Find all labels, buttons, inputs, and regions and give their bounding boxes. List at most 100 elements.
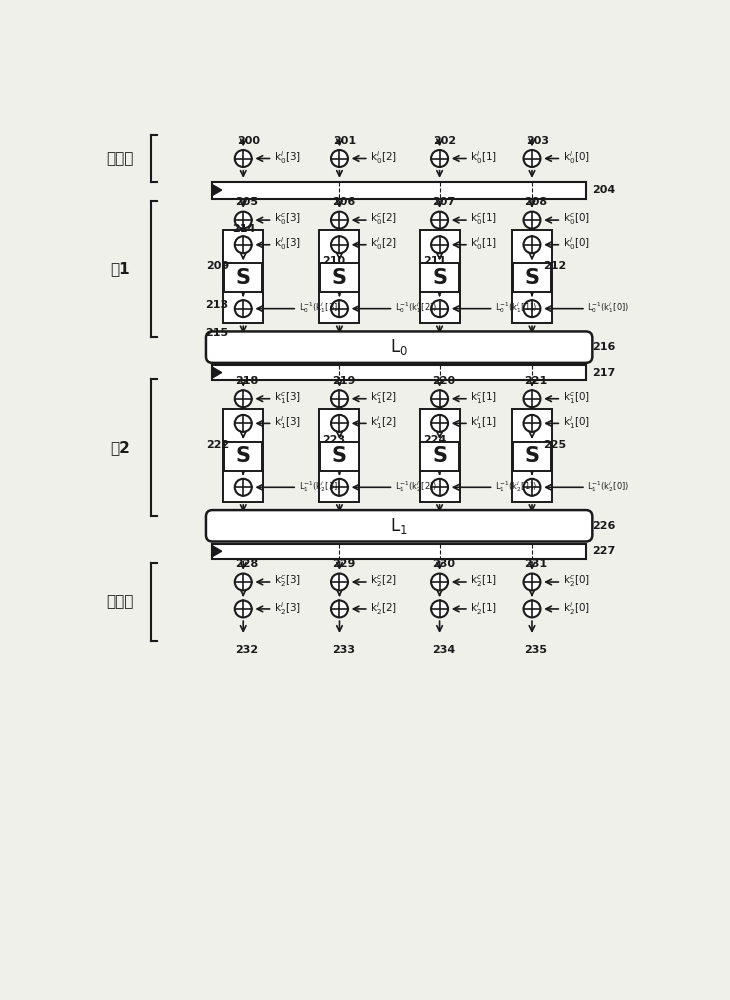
Circle shape — [523, 236, 540, 253]
Bar — [212, 365, 586, 380]
Bar — [512, 230, 552, 323]
Text: k$_1^i$[0]: k$_1^i$[0] — [563, 414, 590, 431]
Text: k$_0^i$[0]: k$_0^i$[0] — [563, 236, 590, 252]
Circle shape — [523, 150, 540, 167]
Circle shape — [523, 212, 540, 229]
Circle shape — [431, 574, 448, 590]
Text: S: S — [236, 268, 250, 288]
Circle shape — [331, 390, 348, 407]
Circle shape — [331, 150, 348, 167]
Bar — [212, 182, 586, 199]
Bar — [420, 442, 459, 471]
Text: k$_1^c$[1]: k$_1^c$[1] — [470, 390, 497, 406]
Text: k$_2^i$[2]: k$_2^i$[2] — [370, 600, 397, 617]
Text: k$_2^c$[3]: k$_2^c$[3] — [274, 574, 301, 589]
Circle shape — [431, 150, 448, 167]
Bar — [512, 263, 551, 292]
Bar — [320, 409, 359, 502]
Text: 输出级: 输出级 — [107, 594, 134, 609]
Text: k$_1^i$[3]: k$_1^i$[3] — [274, 414, 301, 431]
Text: 217: 217 — [592, 368, 615, 378]
Text: k$_2^c$[0]: k$_2^c$[0] — [563, 574, 590, 589]
Text: L$_1$: L$_1$ — [391, 516, 408, 536]
Circle shape — [431, 415, 448, 432]
Circle shape — [523, 390, 540, 407]
Text: 207: 207 — [432, 197, 455, 207]
Text: S: S — [432, 446, 447, 466]
Text: k$_0^i$[3]: k$_0^i$[3] — [274, 149, 301, 166]
Text: k$_0^i$[3]: k$_0^i$[3] — [274, 236, 301, 252]
Text: S: S — [524, 268, 539, 288]
Text: k$_0^i$[1]: k$_0^i$[1] — [470, 236, 497, 252]
Text: k$_0^c$[2]: k$_0^c$[2] — [370, 212, 397, 227]
Circle shape — [523, 300, 540, 317]
Bar — [320, 442, 358, 471]
Text: 232: 232 — [236, 645, 258, 655]
Circle shape — [235, 236, 252, 253]
Text: k$_1^c$[0]: k$_1^c$[0] — [563, 390, 590, 406]
Text: 轨2: 轨2 — [110, 440, 130, 455]
Bar — [223, 230, 264, 323]
Text: 200: 200 — [237, 136, 260, 146]
Circle shape — [523, 415, 540, 432]
Text: S: S — [236, 446, 250, 466]
Text: 225: 225 — [543, 440, 566, 450]
Circle shape — [523, 600, 540, 617]
Text: S: S — [332, 446, 347, 466]
Text: 234: 234 — [432, 645, 455, 655]
Text: 223: 223 — [323, 435, 346, 445]
Text: 235: 235 — [524, 645, 548, 655]
FancyBboxPatch shape — [206, 510, 592, 541]
Text: 208: 208 — [524, 197, 548, 207]
Circle shape — [331, 574, 348, 590]
Circle shape — [431, 212, 448, 229]
Text: 215: 215 — [204, 328, 228, 338]
Circle shape — [331, 300, 348, 317]
Bar — [420, 263, 459, 292]
Text: S: S — [332, 268, 347, 288]
Text: k$_1^c$[3]: k$_1^c$[3] — [274, 390, 301, 406]
Text: 输入级: 输入级 — [107, 151, 134, 166]
Text: k$_0^c$[3]: k$_0^c$[3] — [274, 212, 301, 227]
Text: 219: 219 — [331, 376, 356, 386]
Bar — [212, 544, 586, 559]
Text: 204: 204 — [592, 185, 615, 195]
Circle shape — [431, 390, 448, 407]
Text: k$_1^i$[1]: k$_1^i$[1] — [470, 414, 497, 431]
Text: k$_0^c$[1]: k$_0^c$[1] — [470, 212, 497, 227]
Text: 213: 213 — [204, 300, 228, 310]
Text: 205: 205 — [236, 197, 258, 207]
Text: k$_0^i$[0]: k$_0^i$[0] — [563, 149, 590, 166]
Circle shape — [431, 300, 448, 317]
Text: L$_0^{-1}$(k$_1^i$[3]): L$_0^{-1}$(k$_1^i$[3]) — [299, 300, 341, 315]
Circle shape — [235, 600, 252, 617]
Text: 216: 216 — [592, 342, 615, 352]
Circle shape — [331, 415, 348, 432]
Bar — [512, 409, 552, 502]
Circle shape — [431, 479, 448, 496]
Text: S: S — [432, 268, 447, 288]
Circle shape — [331, 479, 348, 496]
Circle shape — [235, 415, 252, 432]
Circle shape — [431, 236, 448, 253]
Text: 233: 233 — [331, 645, 355, 655]
Text: 218: 218 — [236, 376, 258, 386]
Circle shape — [235, 390, 252, 407]
Text: k$_1^c$[2]: k$_1^c$[2] — [370, 390, 397, 406]
Text: L$_1^{-1}$(k$_2^i$[3]): L$_1^{-1}$(k$_2^i$[3]) — [299, 479, 341, 494]
Polygon shape — [212, 367, 222, 378]
Text: 226: 226 — [592, 521, 615, 531]
Text: k$_2^c$[2]: k$_2^c$[2] — [370, 574, 397, 589]
Text: L$_1^{-1}$(k$_2^i$[1]): L$_1^{-1}$(k$_2^i$[1]) — [495, 479, 537, 494]
Text: k$_1^i$[2]: k$_1^i$[2] — [370, 414, 397, 431]
Text: k$_2^i$[0]: k$_2^i$[0] — [563, 600, 590, 617]
Circle shape — [331, 600, 348, 617]
Text: k$_0^i$[2]: k$_0^i$[2] — [370, 149, 397, 166]
Text: k$_0^i$[1]: k$_0^i$[1] — [470, 149, 497, 166]
Text: L$_0^{-1}$(k$_1^i$[1]): L$_0^{-1}$(k$_1^i$[1]) — [495, 300, 537, 315]
Circle shape — [523, 574, 540, 590]
Text: 228: 228 — [236, 559, 258, 569]
Circle shape — [235, 150, 252, 167]
Bar — [224, 442, 263, 471]
FancyBboxPatch shape — [206, 331, 592, 363]
